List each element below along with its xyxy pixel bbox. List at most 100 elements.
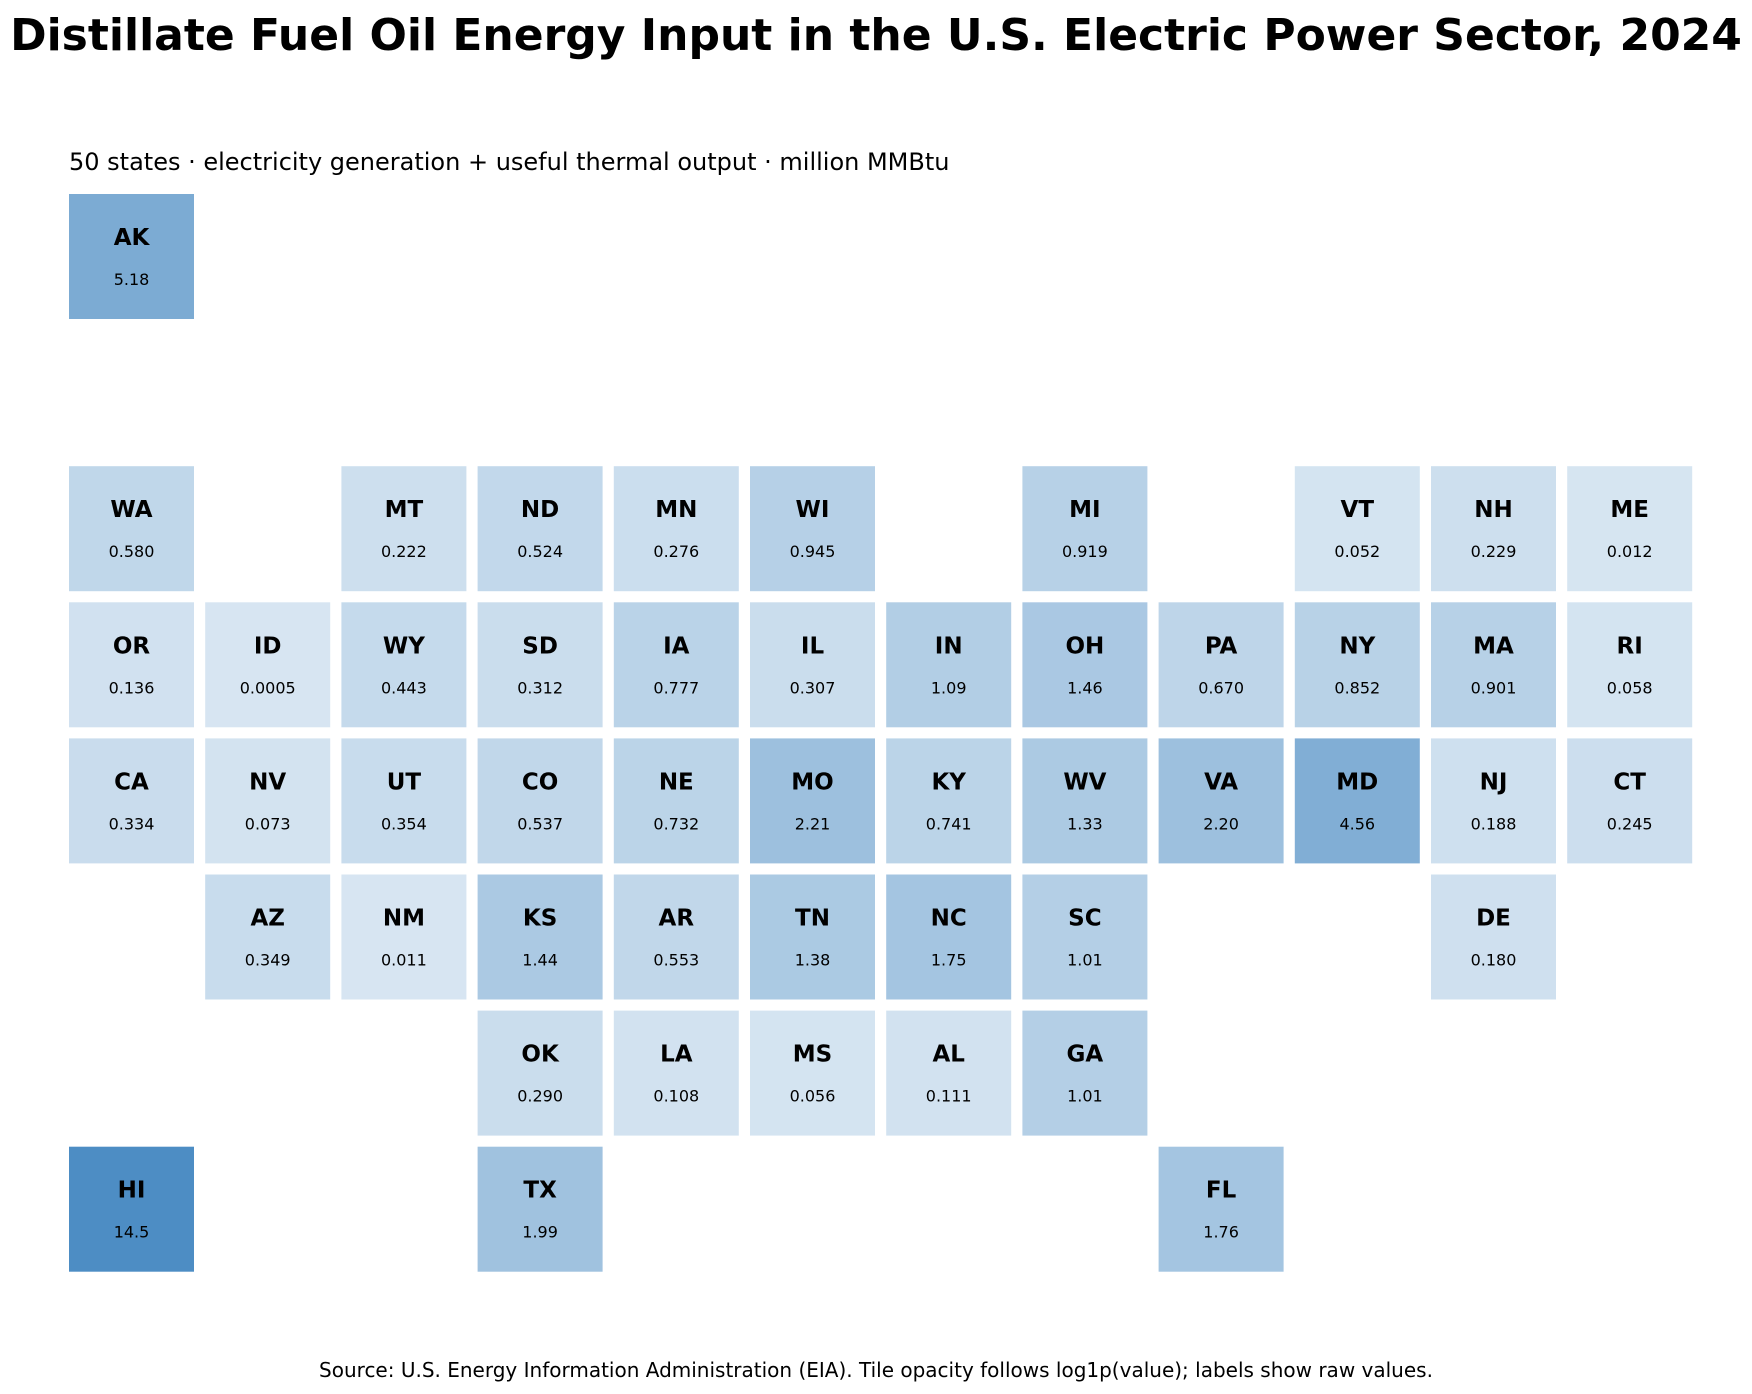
tile-state-label: MN <box>655 497 697 523</box>
tile-rect <box>1022 874 1148 1000</box>
state-tile-ms: MS 0.056 <box>750 1010 875 1136</box>
state-tile-nh: NH 0.229 <box>1431 466 1556 592</box>
tile-state-label: ID <box>254 633 282 659</box>
tile-value-label: 0.670 <box>1198 678 1244 697</box>
tile-state-label: MA <box>1473 633 1514 659</box>
tile-rect <box>1294 738 1420 864</box>
state-tile-ak: AK 5.18 <box>69 194 194 319</box>
tile-rect <box>1567 466 1693 592</box>
tile-rect <box>613 466 739 592</box>
tile-rect <box>750 874 875 1000</box>
state-tile-nm: NM 0.011 <box>341 874 467 1000</box>
tile-value-label: 1.38 <box>795 951 831 970</box>
state-tile-az: AZ 0.349 <box>205 874 331 1000</box>
state-tile-tx: TX 1.99 <box>477 1146 603 1272</box>
tile-value-label: 1.75 <box>931 951 967 970</box>
tile-rect <box>1158 602 1284 728</box>
tile-state-label: TN <box>795 906 830 932</box>
tile-value-label: 2.21 <box>795 814 831 833</box>
tile-rect <box>477 1010 603 1136</box>
tile-rect <box>750 602 875 728</box>
tile-value-label: 1.44 <box>522 951 558 970</box>
state-tile-mo: MO 2.21 <box>750 738 875 864</box>
tile-rect <box>613 738 739 864</box>
tile-state-label: WV <box>1063 769 1106 795</box>
tile-value-label: 0.312 <box>517 678 563 697</box>
tile-rect <box>1158 738 1284 864</box>
tile-state-label: NM <box>383 906 425 932</box>
state-tile-id: ID 0.0005 <box>205 602 331 728</box>
state-tile-me: ME 0.012 <box>1567 466 1693 592</box>
tile-value-label: 0.012 <box>1607 542 1653 561</box>
tile-state-label: GA <box>1067 1042 1104 1068</box>
tile-state-label: MI <box>1069 497 1100 523</box>
state-tile-hi: HI 14.5 <box>69 1146 194 1272</box>
state-tile-wv: WV 1.33 <box>1022 738 1148 864</box>
state-tile-la: LA 0.108 <box>613 1010 739 1136</box>
tile-value-label: 2.20 <box>1203 814 1239 833</box>
tile-value-label: 0.852 <box>1334 678 1380 697</box>
tile-state-label: HI <box>118 1178 146 1204</box>
tile-value-label: 1.46 <box>1067 678 1103 697</box>
tile-rect <box>750 466 875 592</box>
source-note: Source: U.S. Energy Information Administ… <box>319 1358 1433 1382</box>
tile-state-label: UT <box>387 769 422 795</box>
tile-value-label: 0.349 <box>245 951 291 970</box>
state-tile-md: MD 4.56 <box>1294 738 1420 864</box>
tile-value-label: 1.01 <box>1067 1087 1103 1106</box>
tile-rect <box>341 466 467 592</box>
tile-rect <box>1431 874 1556 1000</box>
tile-state-label: MS <box>793 1042 832 1068</box>
state-tile-nd: ND 0.524 <box>477 466 603 592</box>
tile-rect <box>69 738 194 864</box>
tile-value-label: 1.76 <box>1203 1223 1239 1242</box>
tile-value-label: 0.180 <box>1471 951 1517 970</box>
tile-rect <box>1431 602 1556 728</box>
tile-value-label: 0.052 <box>1334 542 1380 561</box>
tile-state-label: DE <box>1476 906 1511 932</box>
tile-state-label: ME <box>1610 497 1649 523</box>
state-tile-oh: OH 1.46 <box>1022 602 1148 728</box>
state-tile-ga: GA 1.01 <box>1022 1010 1148 1136</box>
tile-rect <box>1022 1010 1148 1136</box>
tile-value-label: 0.111 <box>926 1087 972 1106</box>
tile-value-label: 0.222 <box>381 542 427 561</box>
tile-state-label: WI <box>796 497 830 523</box>
state-tile-mt: MT 0.222 <box>341 466 467 592</box>
state-tile-ca: CA 0.334 <box>69 738 194 864</box>
tile-state-label: OR <box>113 633 151 659</box>
tile-value-label: 0.777 <box>653 678 699 697</box>
tile-state-label: KY <box>931 769 966 795</box>
state-tile-ne: NE 0.732 <box>613 738 739 864</box>
tile-rect <box>1158 1146 1284 1272</box>
tile-value-label: 0.524 <box>517 542 563 561</box>
tile-state-label: CA <box>114 769 149 795</box>
state-tile-or: OR 0.136 <box>69 602 194 728</box>
tile-value-label: 1.09 <box>931 678 967 697</box>
tile-rect <box>69 466 194 592</box>
tile-value-label: 0.945 <box>790 542 836 561</box>
tile-value-label: 5.18 <box>114 270 150 289</box>
tile-rect <box>886 602 1012 728</box>
tile-rect <box>1022 738 1148 864</box>
tile-value-label: 0.741 <box>926 814 972 833</box>
tile-rect <box>1022 466 1148 592</box>
tile-rect <box>477 466 603 592</box>
tile-value-label: 0.188 <box>1471 814 1517 833</box>
tile-value-label: 0.011 <box>381 951 427 970</box>
tile-state-label: FL <box>1206 1178 1237 1204</box>
tile-value-label: 0.290 <box>517 1087 563 1106</box>
tile-value-label: 0.229 <box>1471 542 1517 561</box>
chart-subtitle: 50 states · electricity generation + use… <box>69 148 950 176</box>
tile-value-label: 0.901 <box>1471 678 1517 697</box>
tile-rect <box>477 602 603 728</box>
state-tile-nc: NC 1.75 <box>886 874 1012 1000</box>
state-tile-wi: WI 0.945 <box>750 466 875 592</box>
tile-rect <box>477 874 603 1000</box>
tile-state-label: OH <box>1065 633 1104 659</box>
tile-rect <box>69 194 194 319</box>
tile-value-label: 0.732 <box>653 814 699 833</box>
tile-rect <box>750 738 875 864</box>
tile-value-label: 0.136 <box>109 678 155 697</box>
